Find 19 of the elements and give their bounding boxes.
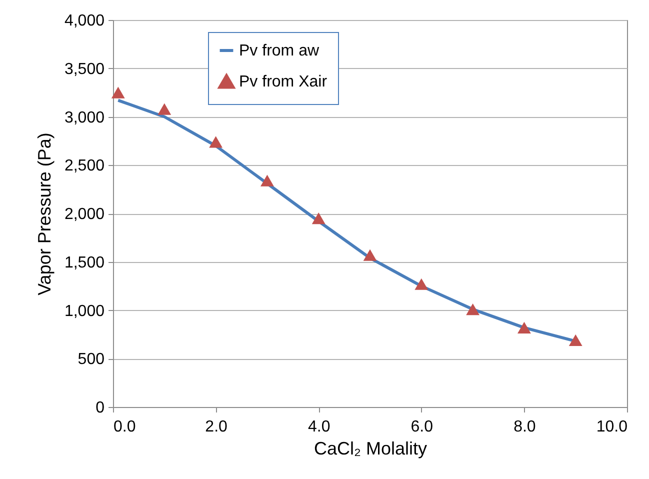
legend-label: Pv from aw [239,42,320,60]
x-tick-label: 6.0 [410,418,434,436]
y-tick-label: 2,000 [64,206,105,223]
x-tick-label: 2.0 [205,418,228,436]
y-tick-label: 1,000 [64,302,105,320]
y-tick-label: 0 [96,400,105,416]
y-tick-label: 3,500 [64,60,105,78]
legend-label: Pv from Xair [239,74,328,90]
y-tick-label: 500 [78,351,105,368]
x-tick-label: 8.0 [514,418,536,436]
x-tick-label: 0.0 [114,418,136,436]
y-tick-label: 3,000 [64,109,105,126]
y-axis-title: Vapor Pressure (Pa) [34,132,54,296]
y-tick-label: 4,000 [64,12,105,30]
y-tick-label: 2,500 [64,158,105,175]
x-tick-label: 4.0 [308,418,330,436]
x-tick-label: 10.0 [596,418,628,436]
y-tick-label: 1,500 [64,254,105,272]
x-axis-title: CaCl₂ Molality [314,438,428,458]
